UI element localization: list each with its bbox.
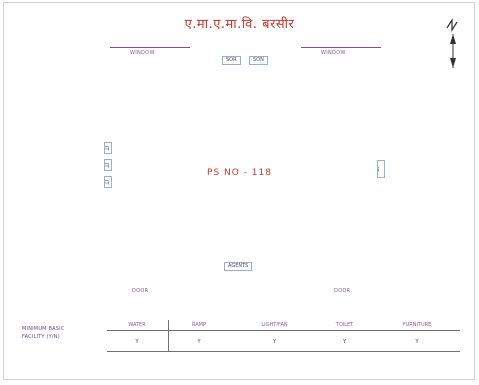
column-header-ramp: RAMP: [191, 322, 207, 328]
table-top-line: [107, 330, 460, 331]
column-header-water: WATER: [128, 322, 146, 328]
left-box-2: JT: [104, 159, 112, 171]
facility-row-label-1: MINIMUM BASIC: [22, 326, 65, 332]
left-box-1: JT: [104, 142, 112, 154]
plan-sheet: [3, 2, 475, 380]
table-bottom-line: [107, 351, 460, 352]
top-box-1: SOR: [222, 56, 241, 65]
agents-box: AGENTS: [224, 262, 253, 271]
facility-row-label-2: FACILITY (Y/N): [22, 334, 60, 340]
table-divider: [168, 320, 169, 351]
right-box: JT: [377, 160, 385, 178]
north-arrow-icon: [446, 18, 458, 68]
value-furniture: Y: [415, 339, 419, 345]
plan-title: ए.मा.ए.मा.वि. बरसीर: [184, 17, 295, 32]
column-header-toilet: TOILET: [335, 322, 354, 328]
window-line-right: [301, 47, 381, 48]
door-label-right: DOOR: [334, 288, 351, 294]
value-toilet: Y: [342, 339, 347, 345]
value-ramp: Y: [197, 339, 201, 345]
window-label-left: WINDOW: [130, 50, 155, 56]
value-light-fan: Y: [272, 339, 277, 345]
polling-station-number: PS NO - 118: [207, 168, 272, 178]
column-header-light-fan: LIGHT/FAN: [261, 322, 288, 328]
window-label-right: WINDOW: [321, 50, 346, 56]
top-box-2: SON: [249, 56, 268, 65]
left-box-3: JT: [104, 176, 112, 188]
window-line-left: [110, 47, 190, 48]
door-label-left: DOOR: [132, 288, 149, 294]
column-header-furniture: FURNITURE: [402, 322, 432, 328]
value-water: Y: [135, 339, 139, 345]
facility-table: MINIMUM BASIC FACILITY (Y/N) WATER RAMP …: [22, 318, 460, 352]
